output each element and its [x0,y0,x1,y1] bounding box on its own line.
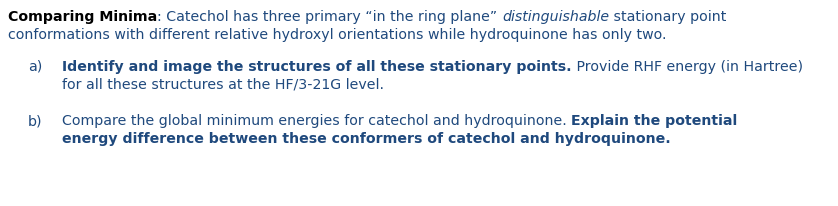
Text: Identify and image the structures of all these stationary points.: Identify and image the structures of all… [62,60,572,74]
Text: Provide RHF energy (in Hartree): Provide RHF energy (in Hartree) [572,60,803,74]
Text: for all these structures at the HF/3-21G level.: for all these structures at the HF/3-21G… [62,78,384,91]
Text: a): a) [28,60,42,74]
Text: conformations with different relative hydroxyl orientations while hydroquinone h: conformations with different relative hy… [8,28,666,42]
Text: : Catechol has three primary “in the ring plane”: : Catechol has three primary “in the rin… [158,10,502,24]
Text: energy difference between these conformers of catechol and hydroquinone.: energy difference between these conforme… [62,131,670,145]
Text: b): b) [28,114,43,127]
Text: Comparing Minima: Comparing Minima [8,10,158,24]
Text: distinguishable: distinguishable [502,10,609,24]
Text: stationary point: stationary point [609,10,727,24]
Text: Compare the global minimum energies for catechol and hydroquinone.: Compare the global minimum energies for … [62,114,572,127]
Text: Explain the potential: Explain the potential [572,114,737,127]
